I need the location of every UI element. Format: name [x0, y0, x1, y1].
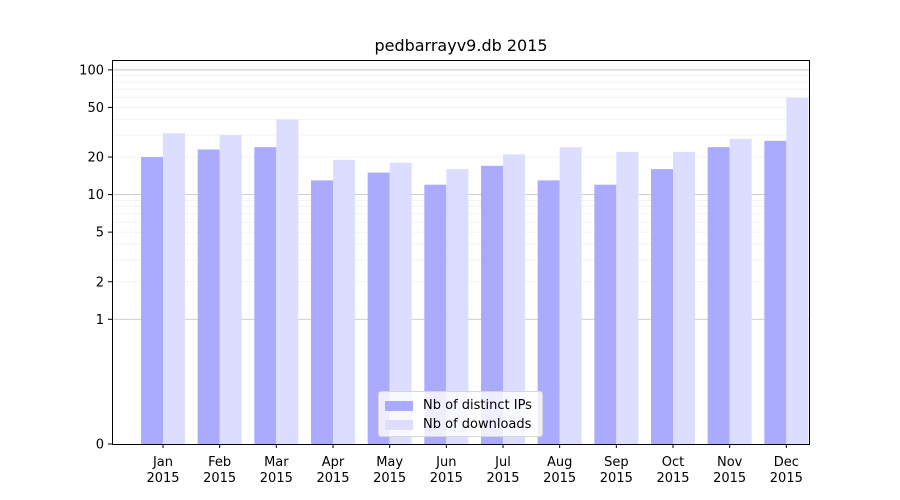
legend-swatch-distinct-ips: [385, 400, 413, 411]
legend-item-downloads: Nb of downloads: [385, 415, 536, 434]
bar-downloads-mar: [276, 119, 299, 444]
bar-distinct-ips-sep: [594, 184, 617, 444]
bar-distinct-ips-dec: [764, 140, 787, 444]
legend-label-downloads: Nb of downloads: [423, 417, 532, 432]
plot-frame: [112, 60, 810, 445]
x-tick-label: Oct 2015: [656, 455, 689, 486]
y-tick-label: 0: [96, 438, 104, 453]
bar-distinct-ips-nov: [707, 147, 730, 444]
bar-downloads-jun: [446, 169, 469, 444]
bar-downloads-feb: [219, 135, 242, 445]
x-tick-label: Aug 2015: [543, 455, 576, 486]
y-tick-label: 1: [96, 313, 104, 328]
bar-downloads-apr: [333, 159, 355, 444]
y-tick-label: 5: [96, 226, 104, 241]
x-tick-label: Jul 2015: [486, 455, 519, 486]
bar-distinct-ips-oct: [651, 169, 673, 444]
bar-downloads-oct: [673, 151, 695, 444]
x-axis: Jan 2015 Feb 2015 Mar 2015 Apr 2015 May 2015 Jun 20…: [146, 444, 803, 486]
x-tick-label: Jan 2015: [146, 455, 179, 486]
bar-downloads-jan: [163, 133, 185, 444]
x-tick-label: Sep 2015: [600, 455, 633, 486]
x-tick-label: Dec 2015: [770, 455, 803, 486]
x-tick-label: Feb 2015: [203, 455, 236, 486]
x-tick-label: Jun 2015: [430, 455, 463, 486]
bar-downloads-may: [389, 162, 412, 444]
legend-label-distinct-ips: Nb of distinct IPs: [423, 398, 532, 413]
bar-downloads-sep: [616, 151, 639, 444]
legend-item-distinct-ips: Nb of distinct IPs: [385, 396, 536, 415]
x-tick-label: Mar 2015: [260, 455, 293, 486]
y-tick-label: 100: [79, 63, 104, 78]
bar-distinct-ips-jun: [424, 184, 447, 444]
x-tick-label: Nov 2015: [713, 455, 746, 486]
chart-title: pedbarrayv9.db 2015: [374, 36, 547, 55]
x-tick-label: May 2015: [373, 455, 406, 486]
bar-downloads-jul: [503, 154, 525, 444]
bar-distinct-ips-aug: [537, 180, 560, 444]
legend-swatch-downloads: [385, 419, 413, 430]
bar-distinct-ips-jan: [141, 157, 163, 444]
x-tick-label: Apr 2015: [316, 455, 349, 486]
bars: [141, 97, 809, 445]
y-axis: 0 1 2 5 10 20 50 100: [79, 63, 112, 453]
bar-distinct-ips-jul: [481, 165, 503, 444]
bar-distinct-ips-mar: [254, 147, 277, 444]
bar-downloads-nov: [729, 138, 752, 444]
bar-distinct-ips-apr: [311, 180, 333, 444]
y-tick-label: 10: [87, 188, 104, 203]
bar-downloads-aug: [559, 147, 582, 444]
y-tick-label: 2: [96, 275, 104, 290]
legend: Nb of distinct IPs Nb of downloads: [378, 391, 543, 437]
bar-downloads-dec: [786, 97, 809, 445]
bar-distinct-ips-may: [367, 172, 390, 444]
bar-distinct-ips-feb: [197, 149, 220, 444]
y-tick-label: 20: [87, 151, 104, 166]
y-tick-label: 50: [87, 101, 104, 116]
